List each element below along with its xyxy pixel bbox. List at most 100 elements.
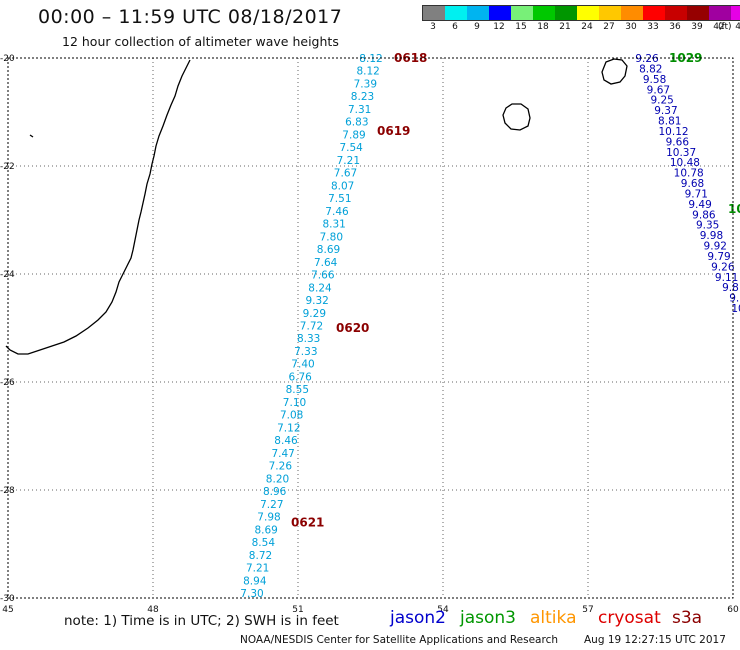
pass-time-label: 0620 xyxy=(336,321,369,335)
longitude-tick-label: 57 xyxy=(582,605,593,615)
color-swatch xyxy=(731,6,740,20)
longitude-tick-label: 48 xyxy=(147,605,159,615)
islet-mark xyxy=(29,134,34,138)
swh-value-label: 9.79 xyxy=(707,251,730,263)
satellite-legend-item: jason2 xyxy=(390,608,446,628)
latitude-tick-label: -30 xyxy=(0,594,15,604)
swh-value-label: 8.07 xyxy=(331,180,354,192)
swh-value-label: 9.26 xyxy=(711,261,735,273)
swh-value-label: 8.72 xyxy=(249,550,272,562)
swh-value-label: 8.12 xyxy=(356,66,379,78)
swh-value-label: 7.89 xyxy=(342,129,365,141)
swh-value-label: 8.94 xyxy=(243,575,267,587)
swh-value-label: 9.68 xyxy=(681,178,704,190)
color-swatch xyxy=(445,6,467,20)
pass-time-label: 0621 xyxy=(291,515,324,529)
color-scale-tick: 45 xyxy=(735,22,740,32)
footer-credit: NOAA/NESDIS Center for Satellite Applica… xyxy=(240,634,558,646)
color-scale-tick: 36 xyxy=(669,22,681,32)
map-title: 00:00 – 11:59 UTC 08/18/2017 xyxy=(38,6,343,28)
color-scale-tick: 3 xyxy=(430,22,436,32)
swh-value-label: 9.92 xyxy=(704,241,727,253)
swh-value-label: 9.86 xyxy=(692,209,716,221)
swh-value-label: 10.78 xyxy=(674,168,704,180)
swh-value-label: 9.8 xyxy=(722,282,739,294)
swh-value-label: 7.21 xyxy=(337,155,360,167)
swh-value-label: 7.80 xyxy=(320,231,343,243)
pass-time-label: 0618 xyxy=(394,51,427,65)
color-scale-tick: 27 xyxy=(603,22,615,32)
swh-value-label: 9.49 xyxy=(688,199,711,211)
swh-value-label: 7.26 xyxy=(269,461,293,473)
color-scale-tick: 21 xyxy=(559,22,571,32)
swh-value-label: 9.35 xyxy=(696,220,719,232)
longitude-tick-label: 60 xyxy=(727,605,739,615)
color-scale-tick: 42 xyxy=(713,22,725,32)
swh-value-label: 9.66 xyxy=(666,136,690,148)
lat-lon-grid xyxy=(8,58,733,598)
swh-value-label: 7.40 xyxy=(291,359,314,371)
color-swatch xyxy=(643,6,665,20)
footer-timestamp: Aug 19 12:27:15 UTC 2017 xyxy=(584,634,726,646)
swh-value-label: 7.51 xyxy=(328,193,351,205)
swh-value-label: 6.76 xyxy=(288,371,312,383)
latitude-tick-label: -26 xyxy=(0,378,15,388)
swh-value-label: 8.55 xyxy=(286,384,309,396)
color-scale-tick: 33 xyxy=(647,22,659,32)
swh-value-label: 8.69 xyxy=(254,524,277,536)
swh-value-label: 8.46 xyxy=(274,435,298,447)
map-subtitle: 12 hour collection of altimeter wave hei… xyxy=(62,34,339,49)
color-swatch xyxy=(511,6,533,20)
satellite-tracks: 8.128.127.398.237.316.837.897.547.217.67… xyxy=(240,51,740,600)
satellite-legend-item: altika xyxy=(530,608,577,628)
swh-value-label: 10.37 xyxy=(666,147,696,159)
swh-value-label: 7.27 xyxy=(260,499,283,511)
color-swatch xyxy=(467,6,489,20)
color-scale-tick: 39 xyxy=(691,22,703,32)
reunion-island xyxy=(601,58,628,85)
swh-value-label: 7.67 xyxy=(334,168,357,180)
color-swatch xyxy=(555,6,577,20)
color-swatch xyxy=(621,6,643,20)
satellite-legend-item: jason3 xyxy=(460,608,516,628)
color-scale-tick: 24 xyxy=(581,22,593,32)
swh-value-label: 7.54 xyxy=(339,142,363,154)
swh-value-label: 7.30 xyxy=(240,588,263,600)
color-scale-tick: 6 xyxy=(452,22,458,32)
color-scale-labels: 36912151821242730333639424570 xyxy=(422,22,740,32)
swh-value-label: 7.08 xyxy=(280,410,303,422)
latitude-tick-label: -28 xyxy=(0,486,15,496)
swh-value-label: 9.29 xyxy=(303,308,326,320)
swh-value-label: 8.24 xyxy=(308,282,332,294)
coastlines xyxy=(5,58,628,355)
swh-value-label: 6.83 xyxy=(345,117,368,129)
swh-value-label: 9.37 xyxy=(654,105,677,117)
swh-value-label: 8.82 xyxy=(639,63,662,75)
color-scale-unit: (ft) xyxy=(718,22,732,32)
satellite-legend-item: cryosat xyxy=(598,608,661,628)
swh-value-label: 9.58 xyxy=(643,74,666,86)
longitude-tick-label: 51 xyxy=(292,605,303,615)
swh-value-label: 9.11 xyxy=(715,272,738,284)
swh-value-label: 9.98 xyxy=(700,230,723,242)
swh-value-label: 7.72 xyxy=(300,321,323,333)
swh-value-label: 10 xyxy=(731,303,740,315)
swh-value-label: 8.23 xyxy=(351,91,374,103)
color-scale-tick: 12 xyxy=(493,22,505,32)
color-swatch xyxy=(709,6,731,20)
swh-value-label: 8.20 xyxy=(266,473,289,485)
latitude-tick-label: -24 xyxy=(0,270,15,280)
pass-time-label: 0619 xyxy=(377,124,410,138)
swh-value-label: 9.25 xyxy=(650,95,673,107)
swh-value-label: 9.32 xyxy=(305,295,328,307)
footer-note: note: 1) Time is in UTC; 2) SWH is in fe… xyxy=(64,613,339,629)
color-scale-tick: 30 xyxy=(625,22,637,32)
swh-value-label: 10.48 xyxy=(670,157,700,169)
mauritius-island xyxy=(502,103,531,131)
swh-value-label: 8.81 xyxy=(658,116,681,128)
color-scale-tick: 9 xyxy=(474,22,480,32)
pass-time-label: 10 xyxy=(728,202,740,216)
swh-value-label: 7.21 xyxy=(246,563,269,575)
color-scale-tick: 15 xyxy=(515,22,527,32)
